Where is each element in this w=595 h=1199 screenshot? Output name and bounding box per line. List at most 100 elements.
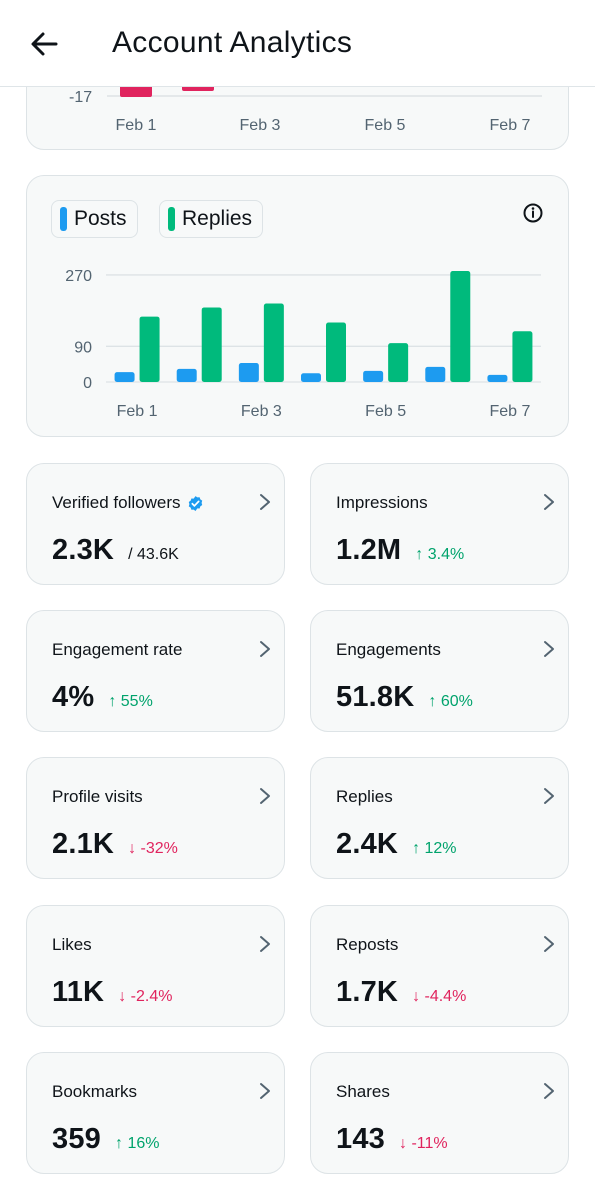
- bar-replies: [388, 343, 409, 382]
- stat-delta: ↓ -2.4%: [118, 988, 173, 1005]
- stat-label-text: Reposts: [336, 935, 399, 954]
- bar-posts: [238, 362, 259, 382]
- back-arrow-icon: [31, 32, 58, 56]
- verified-badge-icon: [188, 495, 202, 511]
- stat-label-text: Engagement rate: [52, 640, 183, 659]
- legend-replies[interactable]: Replies: [159, 200, 264, 238]
- bar-replies: [263, 303, 284, 382]
- stat-value: 51.8K: [336, 681, 415, 713]
- stat-label: Verified followers: [52, 493, 204, 513]
- stat-value-row: 143 ↓ -11%: [336, 1123, 448, 1156]
- stat-value: 359: [52, 1123, 101, 1155]
- stat-value: 11K: [52, 976, 105, 1008]
- stat-card-engagements[interactable]: Engagements 51.8K ↑ 60%: [310, 610, 569, 732]
- previous-chart: -17 Feb 1 Feb 3 Feb 5 Feb 7: [69, 85, 542, 134]
- stat-delta: ↑ 12%: [412, 840, 457, 857]
- back-button[interactable]: [22, 22, 66, 66]
- stat-value-row: 2.3K / 43.6K: [52, 534, 179, 567]
- stat-card-likes[interactable]: Likes 11K ↓ -2.4%: [26, 905, 285, 1027]
- bar-replies: [512, 331, 533, 382]
- chevron-right-icon: [260, 788, 270, 804]
- chevron-right-icon: [260, 494, 270, 510]
- stat-label: Bookmarks: [52, 1082, 137, 1102]
- previous-chart-xtick: Feb 7: [490, 117, 531, 134]
- stat-label-text: Bookmarks: [52, 1082, 138, 1101]
- posts-swatch: [60, 207, 67, 231]
- stat-value-row: 1.7K ↓ -4.4%: [336, 976, 466, 1009]
- previous-chart-bar: [120, 85, 152, 97]
- stat-value-row: 2.4K ↑ 12%: [336, 828, 457, 861]
- chevron-right-icon: [544, 1083, 554, 1099]
- page-title: Account Analytics: [112, 26, 353, 59]
- stat-delta: ↓ -32%: [128, 840, 178, 857]
- stat-value-row: 1.2M ↑ 3.4%: [336, 534, 464, 567]
- bar-posts: [425, 366, 446, 382]
- stat-label: Replies: [336, 787, 393, 807]
- stat-delta: ↓ -4.4%: [412, 988, 467, 1005]
- stat-value: 2.1K: [52, 828, 115, 860]
- stat-delta: ↑ 60%: [428, 693, 473, 710]
- y-tick-label: 0: [83, 375, 92, 392]
- stat-value: 143: [336, 1123, 385, 1155]
- info-icon[interactable]: [521, 201, 545, 225]
- previous-chart-xtick: Feb 5: [365, 117, 406, 134]
- stat-value: 1.7K: [336, 976, 399, 1008]
- legend-posts-label: Posts: [74, 207, 127, 230]
- stat-card-replies[interactable]: Replies 2.4K ↑ 12%: [310, 757, 569, 879]
- bar-posts: [176, 368, 197, 382]
- stat-delta: ↑ 3.4%: [415, 546, 465, 563]
- stat-value-row: 4% ↑ 55%: [52, 681, 153, 714]
- chevron-right-icon: [544, 788, 554, 804]
- x-tick-label: Feb 1: [117, 403, 158, 420]
- chevron-right-icon: [544, 494, 554, 510]
- bar-posts: [301, 373, 321, 382]
- chevron-right-icon: [260, 641, 270, 657]
- chevron-right-icon: [544, 936, 554, 952]
- stat-card-reposts[interactable]: Reposts 1.7K ↓ -4.4%: [310, 905, 569, 1027]
- stat-delta: ↑ 16%: [115, 1135, 160, 1152]
- stat-label: Likes: [52, 935, 92, 955]
- y-tick-label: 90: [74, 339, 92, 356]
- stat-card-shares[interactable]: Shares 143 ↓ -11%: [310, 1052, 569, 1174]
- bar-replies: [201, 307, 222, 382]
- chevron-right-icon: [260, 1083, 270, 1099]
- bar-posts: [363, 370, 384, 382]
- bar-replies: [450, 270, 471, 382]
- x-tick-label: Feb 5: [365, 403, 406, 420]
- previous-chart-ytick: -17: [69, 89, 92, 106]
- stat-card-engagement-rate[interactable]: Engagement rate 4% ↑ 55%: [26, 610, 285, 732]
- app-header: Account Analytics: [0, 0, 595, 87]
- stat-total: / 43.6K: [128, 546, 179, 563]
- stat-label-text: Profile visits: [52, 787, 143, 806]
- legend-posts[interactable]: Posts: [51, 200, 138, 238]
- stat-value-row: 359 ↑ 16%: [52, 1123, 159, 1156]
- bar-replies: [139, 316, 160, 382]
- stat-card-verified-followers[interactable]: Verified followers 2.3K / 43.6K: [26, 463, 285, 585]
- stat-value-row: 51.8K ↑ 60%: [336, 681, 473, 714]
- stat-value: 1.2M: [336, 534, 402, 566]
- posts-replies-bar-chart: 0 90 270 Feb 1 Feb 3 Feb 5 Feb 7: [65, 268, 541, 420]
- chevron-right-icon: [260, 936, 270, 952]
- chevron-right-icon: [544, 641, 554, 657]
- stat-label: Impressions: [336, 493, 428, 513]
- stat-card-profile-visits[interactable]: Profile visits 2.1K ↓ -32%: [26, 757, 285, 879]
- legend-replies-label: Replies: [182, 207, 253, 230]
- stat-label: Engagement rate: [52, 640, 182, 660]
- x-tick-label: Feb 3: [241, 403, 282, 420]
- stat-label-text: Likes: [52, 935, 92, 954]
- stat-label-text: Replies: [336, 787, 393, 806]
- stat-label-text: Engagements: [336, 640, 441, 659]
- stat-label-text: Impressions: [336, 493, 428, 512]
- stat-card-bookmarks[interactable]: Bookmarks 359 ↑ 16%: [26, 1052, 285, 1174]
- stat-value: 2.4K: [336, 828, 399, 860]
- bar-posts: [487, 374, 508, 382]
- previous-chart-xtick: Feb 3: [240, 117, 281, 134]
- stat-label: Reposts: [336, 935, 398, 955]
- replies-swatch: [168, 207, 175, 231]
- stat-value: 4%: [52, 681, 95, 713]
- stat-delta: ↑ 55%: [108, 693, 153, 710]
- x-tick-label: Feb 7: [489, 403, 530, 420]
- stat-value: 2.3K: [52, 534, 115, 566]
- stat-card-impressions[interactable]: Impressions 1.2M ↑ 3.4%: [310, 463, 569, 585]
- y-tick-label: 270: [65, 268, 92, 285]
